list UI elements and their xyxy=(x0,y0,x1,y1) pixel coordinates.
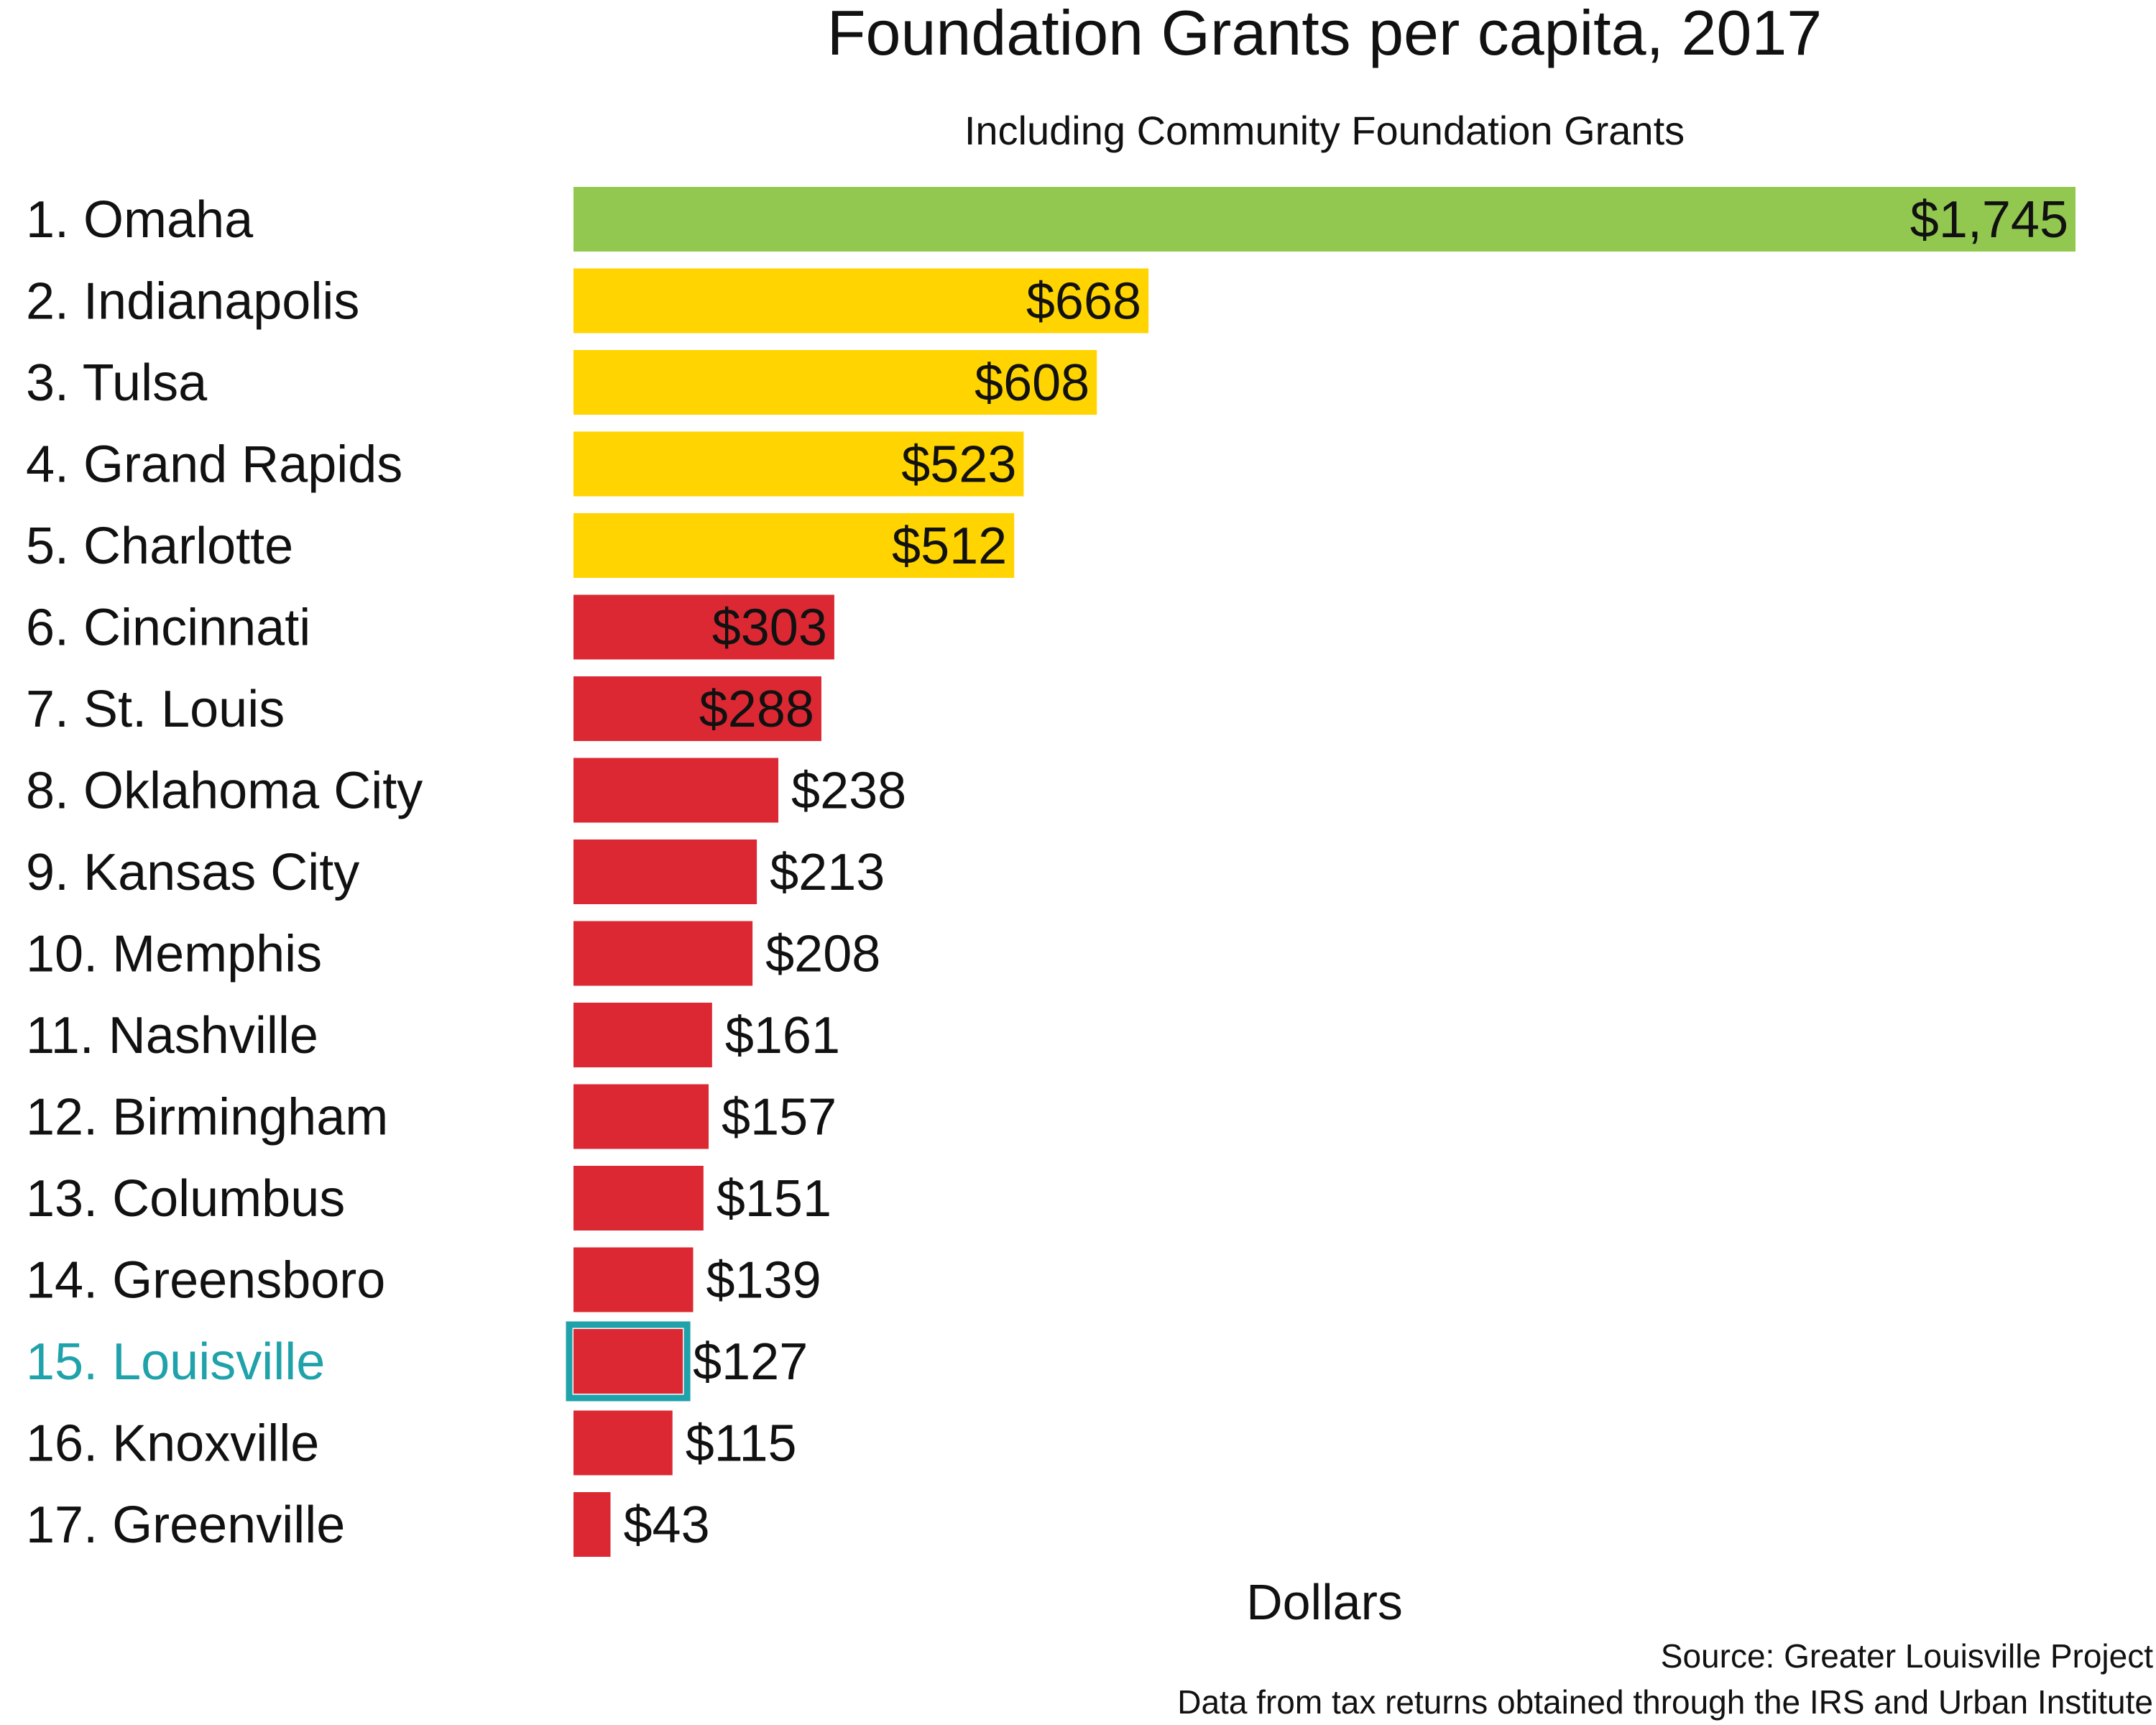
bar-knoxville xyxy=(573,1410,673,1476)
value-label-memphis: $208 xyxy=(765,926,880,983)
bar-tulsa xyxy=(573,350,1097,415)
bar-columbus xyxy=(573,1166,704,1230)
category-label-tulsa: 3. Tulsa xyxy=(26,354,208,412)
value-label-columbus: $151 xyxy=(717,1170,831,1228)
value-label-cincinnati: $303 xyxy=(712,599,827,657)
bar-greenville xyxy=(573,1492,611,1557)
value-label-grand-rapids: $523 xyxy=(901,436,1016,494)
category-label-memphis: 10. Memphis xyxy=(26,926,322,983)
bar-greensboro xyxy=(573,1247,694,1312)
value-label-tulsa: $608 xyxy=(975,354,1089,412)
category-label-omaha: 1. Omaha xyxy=(26,191,254,249)
category-label-kansas-city: 9. Kansas City xyxy=(26,844,359,901)
bar-cincinnati xyxy=(573,594,834,660)
value-label-knoxville: $115 xyxy=(686,1415,797,1473)
bar-kansas-city xyxy=(573,840,757,904)
bar-louisville xyxy=(573,1329,683,1394)
category-label-greenville: 17. Greenville xyxy=(26,1496,345,1554)
category-label-nashville: 11. Nashville xyxy=(26,1007,318,1064)
category-label-birmingham: 12. Birmingham xyxy=(26,1089,388,1146)
value-label-greenville: $43 xyxy=(624,1496,710,1554)
chart-title: Foundation Grants per capita, 2017 xyxy=(827,0,1822,68)
bar-nashville xyxy=(573,1003,712,1067)
bar-st-louis xyxy=(573,676,821,741)
bar-birmingham xyxy=(573,1084,709,1149)
x-axis-label: Dollars xyxy=(1246,1574,1403,1630)
category-label-cincinnati: 6. Cincinnati xyxy=(26,599,310,657)
value-label-louisville: $127 xyxy=(693,1333,808,1391)
bar-charlotte xyxy=(573,513,1015,578)
note-text: Data from tax returns obtained through t… xyxy=(1177,1683,2153,1721)
highlight-outline xyxy=(566,1321,691,1402)
category-label-knoxville: 16. Knoxville xyxy=(26,1415,319,1473)
category-label-louisville: 15. Louisville xyxy=(26,1333,325,1391)
bar-grand-rapids xyxy=(573,431,1024,497)
category-label-st-louis: 7. St. Louis xyxy=(26,681,285,738)
value-label-birmingham: $157 xyxy=(722,1089,837,1146)
category-label-columbus: 13. Columbus xyxy=(26,1170,345,1228)
value-label-indianapolis: $668 xyxy=(1026,273,1141,331)
bar-indianapolis xyxy=(573,268,1149,334)
category-label-charlotte: 5. Charlotte xyxy=(26,518,293,575)
bar-group: 1. Omaha $1,745 2. Indianapolis $668 3. Tuls… xyxy=(26,187,2076,1557)
value-label-omaha: $1,745 xyxy=(1910,191,2068,249)
bar-omaha xyxy=(573,187,2076,252)
value-label-st-louis: $288 xyxy=(699,681,814,738)
value-label-kansas-city: $213 xyxy=(770,844,885,901)
value-label-nashville: $161 xyxy=(725,1007,840,1064)
category-label-greensboro: 14. Greensboro xyxy=(26,1252,385,1310)
value-label-charlotte: $512 xyxy=(892,518,1007,575)
value-label-greensboro: $139 xyxy=(706,1252,821,1310)
category-label-oklahoma-city: 8. Oklahoma City xyxy=(26,763,423,820)
category-label-grand-rapids: 4. Grand Rapids xyxy=(26,436,402,494)
source-text: Source: Greater Louisville Project xyxy=(1661,1637,2153,1675)
bar-oklahoma-city xyxy=(573,758,779,823)
value-label-oklahoma-city: $238 xyxy=(791,763,906,820)
bar-memphis xyxy=(573,921,753,986)
category-label-indianapolis: 2. Indianapolis xyxy=(26,273,359,331)
chart-subtitle: Including Community Foundation Grants xyxy=(964,108,1685,153)
